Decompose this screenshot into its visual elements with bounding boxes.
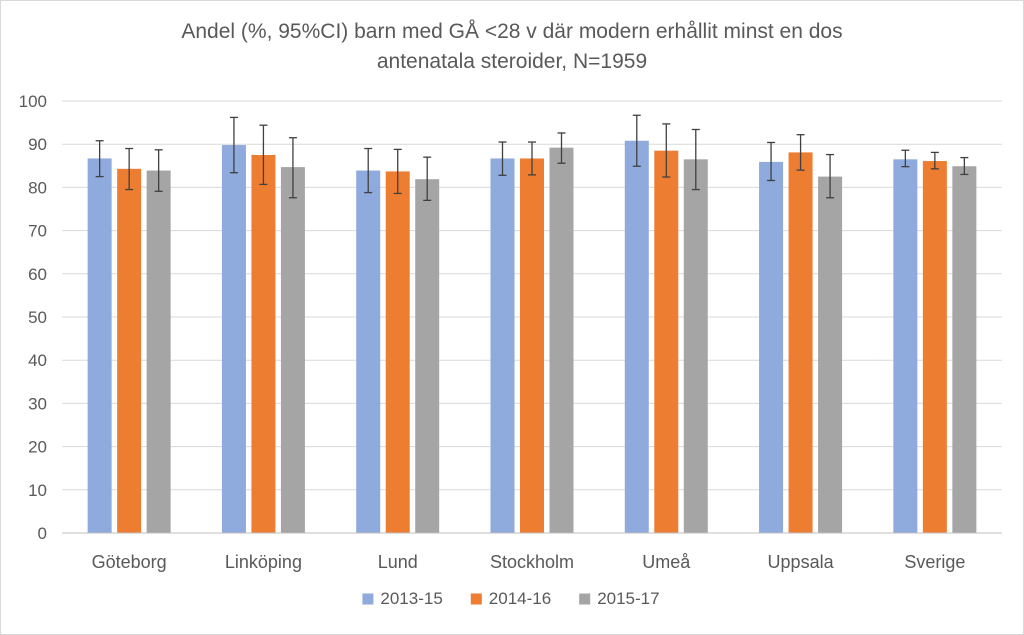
error-bar-Umeå-2015-17 bbox=[691, 128, 700, 191]
bars bbox=[87, 140, 977, 534]
legend-swatch-2013-15 bbox=[362, 593, 374, 605]
chart-title: Andel (%, 95%CI) barn med GÅ <28 v där m… bbox=[181, 20, 842, 73]
bar-Uppsala-2013-15 bbox=[759, 161, 784, 534]
error-bar-Uppsala-2014-16 bbox=[796, 134, 805, 171]
error-bar-Umeå-2013-15 bbox=[632, 114, 641, 167]
y-tick-label-60: 60 bbox=[28, 265, 47, 284]
legend-label-2015-17: 2015-17 bbox=[597, 589, 659, 608]
x-tick-label-Linköping: Linköping bbox=[225, 552, 302, 572]
error-bar-Stockholm-2015-17 bbox=[557, 132, 566, 164]
bar-Sverige-2014-16 bbox=[922, 161, 947, 533]
y-tick-label-40: 40 bbox=[28, 351, 47, 370]
error-bar-Uppsala-2013-15 bbox=[767, 141, 776, 182]
bar-Stockholm-2014-16 bbox=[520, 158, 544, 533]
bar-Stockholm-2015-17 bbox=[549, 147, 574, 533]
y-tick-label-0: 0 bbox=[38, 524, 47, 543]
legend-item-2013-15: 2013-15 bbox=[362, 589, 443, 608]
x-tick-label-Stockholm: Stockholm bbox=[490, 552, 574, 572]
legend-swatch-2015-17 bbox=[579, 593, 591, 605]
legend-label-2013-15: 2013-15 bbox=[380, 589, 442, 608]
bar-Linköping-2013-15 bbox=[221, 145, 246, 533]
y-tick-label-10: 10 bbox=[28, 481, 47, 500]
bar-Umeå-2013-15 bbox=[624, 140, 649, 533]
bar-Sverige-2013-15 bbox=[893, 159, 918, 533]
y-tick-label-90: 90 bbox=[28, 135, 47, 154]
error-bar-Linköping-2013-15 bbox=[229, 116, 238, 174]
error-bar-Sverige-2015-17 bbox=[960, 156, 969, 176]
error-bar-Stockholm-2013-15 bbox=[498, 141, 507, 176]
error-bar-Lund-2014-16 bbox=[393, 148, 402, 195]
x-tick-label-Sverige: Sverige bbox=[904, 552, 965, 572]
bar-Linköping-2015-17 bbox=[280, 167, 305, 533]
bar-Sverige-2015-17 bbox=[952, 166, 977, 533]
y-tick-label-100: 100 bbox=[19, 92, 47, 111]
legend-swatch-2014-16 bbox=[470, 593, 482, 605]
bar-Linköping-2014-16 bbox=[251, 155, 276, 533]
error-bar-Göteborg-2015-17 bbox=[154, 149, 163, 192]
error-bar-Linköping-2015-17 bbox=[288, 137, 297, 199]
chart-title-line-1: Andel (%, 95%CI) barn med GÅ <28 v där m… bbox=[181, 20, 842, 43]
y-tick-label-20: 20 bbox=[28, 438, 47, 457]
error-bar-Sverige-2014-16 bbox=[930, 151, 939, 170]
y-axis-ticks: 0 10 20 30 40 50 60 70 80 90 100 bbox=[19, 92, 47, 543]
y-tick-label-80: 80 bbox=[28, 178, 47, 197]
error-bar-Sverige-2013-15 bbox=[901, 149, 910, 168]
error-bar-Lund-2015-17 bbox=[423, 156, 432, 202]
bar-Umeå-2014-16 bbox=[654, 150, 679, 533]
legend-label-2014-16: 2014-16 bbox=[489, 589, 551, 608]
bar-Göteborg-2013-15 bbox=[87, 158, 112, 533]
bar-Uppsala-2014-16 bbox=[788, 152, 813, 533]
error-bar-Linköping-2014-16 bbox=[259, 124, 268, 186]
x-tick-label-Lund: Lund bbox=[378, 552, 418, 572]
legend-item-2015-17: 2015-17 bbox=[579, 589, 660, 608]
error-bar-Göteborg-2014-16 bbox=[125, 147, 134, 191]
error-bar-Göteborg-2013-15 bbox=[95, 140, 104, 178]
x-axis-labels: Göteborg Linköping Lund Stockholm Umeå Uppsal… bbox=[92, 552, 966, 572]
bar-Lund-2015-17 bbox=[415, 179, 440, 533]
bar-Umeå-2015-17 bbox=[683, 159, 708, 533]
x-tick-label-Uppsala: Uppsala bbox=[768, 552, 835, 572]
bar-Lund-2013-15 bbox=[356, 170, 381, 533]
y-tick-label-70: 70 bbox=[28, 222, 47, 241]
error-bar-Stockholm-2014-16 bbox=[528, 141, 536, 176]
error-bar-Lund-2013-15 bbox=[364, 147, 373, 194]
y-tick-label-50: 50 bbox=[28, 308, 47, 327]
bar-Uppsala-2015-17 bbox=[818, 176, 843, 533]
x-tick-label-Göteborg: Göteborg bbox=[92, 552, 167, 572]
bar-Stockholm-2013-15 bbox=[490, 158, 515, 533]
legend: 2013-15 2014-16 2015-17 bbox=[362, 589, 660, 608]
error-bars bbox=[95, 114, 969, 202]
y-tick-label-30: 30 bbox=[28, 394, 47, 413]
bar-Göteborg-2014-16 bbox=[117, 168, 142, 533]
error-bar-Umeå-2014-16 bbox=[662, 123, 671, 178]
chart-title-line-2: antenatala steroider, N=1959 bbox=[377, 50, 647, 73]
error-bar-Uppsala-2015-17 bbox=[826, 153, 835, 199]
legend-item-2014-16: 2014-16 bbox=[470, 589, 551, 608]
bar-Göteborg-2015-17 bbox=[146, 170, 171, 533]
x-tick-label-Umeå: Umeå bbox=[642, 552, 691, 572]
bar-Lund-2014-16 bbox=[385, 171, 410, 533]
